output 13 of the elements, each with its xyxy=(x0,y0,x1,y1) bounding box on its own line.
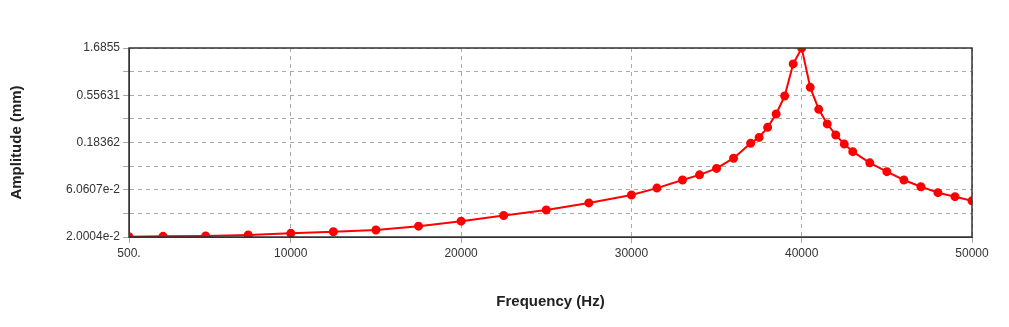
x-tick-label: 20000 xyxy=(444,245,479,260)
y-tick-label: 1.6855 xyxy=(83,40,121,55)
y-tick-label: 2.0004e-2 xyxy=(65,229,121,244)
y-tick-label: 6.0607e-2 xyxy=(65,182,121,197)
x-tick-label: 40000 xyxy=(785,245,819,260)
x-tick-label: 10000 xyxy=(274,245,308,260)
y-tick-label: 0.18362 xyxy=(76,134,121,149)
x-tick-label: 50000 xyxy=(955,245,990,260)
x-tick-label: 30000 xyxy=(614,245,649,260)
x-tick-label: 500. xyxy=(117,245,141,260)
x-axis-title: Frequency (Hz) xyxy=(496,292,605,310)
y-axis-title: Amplitude (mm) xyxy=(7,85,25,200)
y-tick-label: 0.55631 xyxy=(76,87,121,102)
